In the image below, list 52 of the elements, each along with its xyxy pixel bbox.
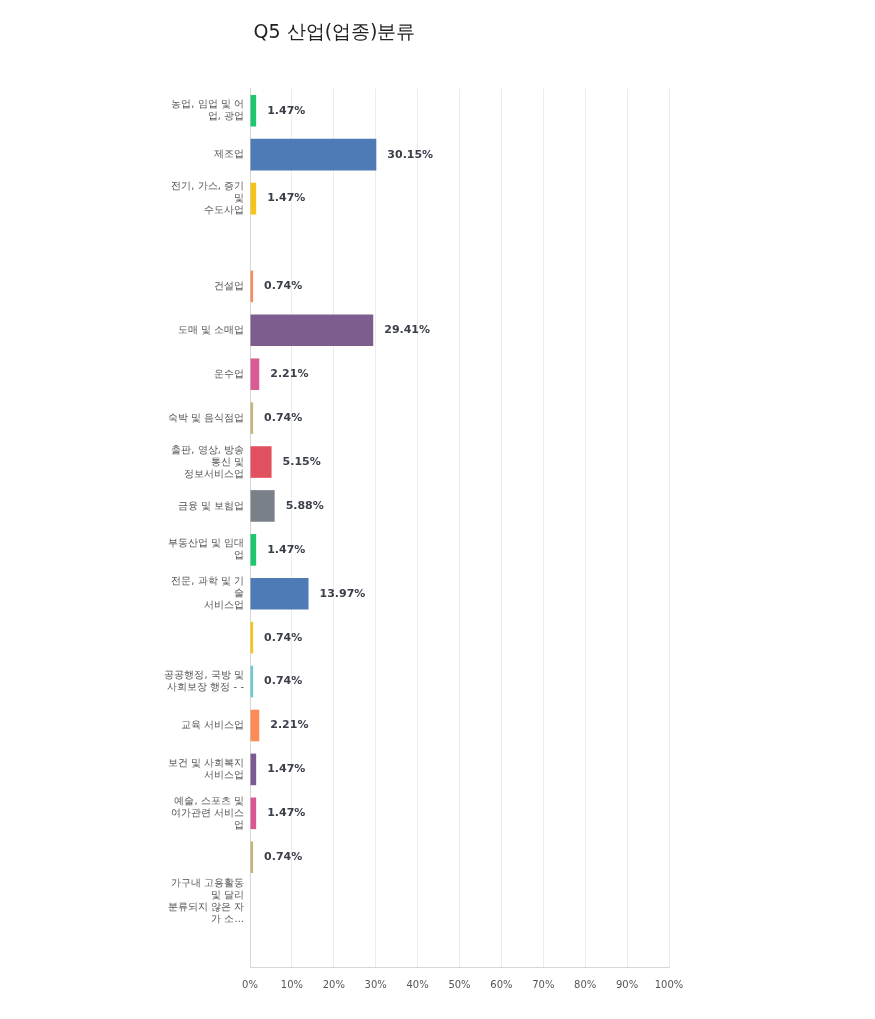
y-tick-label: 금융 및 보험업 <box>177 499 244 511</box>
data-label: 13.97% <box>319 586 366 600</box>
x-tick-label: 40% <box>406 978 429 990</box>
chart-title: Q5 산업(업종)분류 <box>253 20 416 43</box>
bar <box>250 490 275 522</box>
bar <box>250 138 377 171</box>
y-tick-label: 부동산업 및 임대 업 <box>167 537 244 561</box>
x-tick-label: 70% <box>532 978 555 990</box>
x-tick-label: 10% <box>280 978 304 990</box>
data-label: 0.74% <box>264 674 303 688</box>
data-label: 1.47% <box>267 542 306 556</box>
y-tick-label: 농업, 임업 및 어 업, 광업 <box>171 98 244 122</box>
y-tick-label: 제조업 <box>214 148 244 160</box>
bar <box>250 358 260 391</box>
data-label: 2.21% <box>270 367 309 381</box>
x-tick-label: 20% <box>322 978 345 990</box>
data-label: 1.47% <box>267 191 306 205</box>
x-tick-label: 90% <box>615 978 639 990</box>
y-tick-label: 운수업 <box>214 367 244 379</box>
data-label: 29.41% <box>384 323 431 337</box>
data-label: 30.15% <box>387 147 434 161</box>
data-label: 5.88% <box>285 498 324 512</box>
y-tick-label: 도매 및 소매업 <box>177 323 244 335</box>
y-tick-label: 공공행정, 국방 및 사회보장 행정 - - <box>164 669 245 693</box>
x-tick-label: 50% <box>448 978 471 990</box>
y-tick-label: 전기, 가스, 증기 및 수도사업 <box>171 180 244 216</box>
y-tick-label: 숙박 및 음식점업 <box>167 411 244 423</box>
data-label: 0.74% <box>264 630 303 644</box>
data-label: 1.47% <box>267 762 306 776</box>
x-tick-label: 0% <box>242 978 258 990</box>
bar <box>250 577 309 610</box>
y-tick-label: 전문, 과학 및 기 술 서비스업 <box>171 575 244 611</box>
bar <box>250 709 260 742</box>
bar <box>250 446 272 478</box>
x-tick-label: 60% <box>490 978 513 990</box>
data-label: 0.74% <box>264 850 303 864</box>
data-label: 5.15% <box>282 454 321 468</box>
y-tick-label: 건설업 <box>214 279 244 291</box>
y-tick-label: 교육 서비스업 <box>180 719 244 731</box>
x-tick-label: 100% <box>654 978 684 990</box>
data-label: 1.47% <box>267 103 306 117</box>
y-tick-label: 출판, 영상, 방송 통신 및 정보서비스업 <box>171 443 244 479</box>
y-tick-label: 보건 및 사회복지 서비스업 <box>167 757 244 780</box>
data-label: 2.21% <box>270 718 309 732</box>
x-tick-label: 30% <box>364 978 387 990</box>
data-label: 1.47% <box>267 806 306 820</box>
data-label: 0.74% <box>264 279 303 293</box>
x-tick-label: 80% <box>574 978 597 990</box>
y-tick-label: 예술, 스포츠 및 여가관련 서비스 업 <box>170 794 244 830</box>
bar <box>250 314 374 347</box>
y-tick-label: 가구내 고용활동 및 달리 분류되지 않은 자 가 소... <box>167 876 244 924</box>
data-label: 0.74% <box>264 410 303 424</box>
